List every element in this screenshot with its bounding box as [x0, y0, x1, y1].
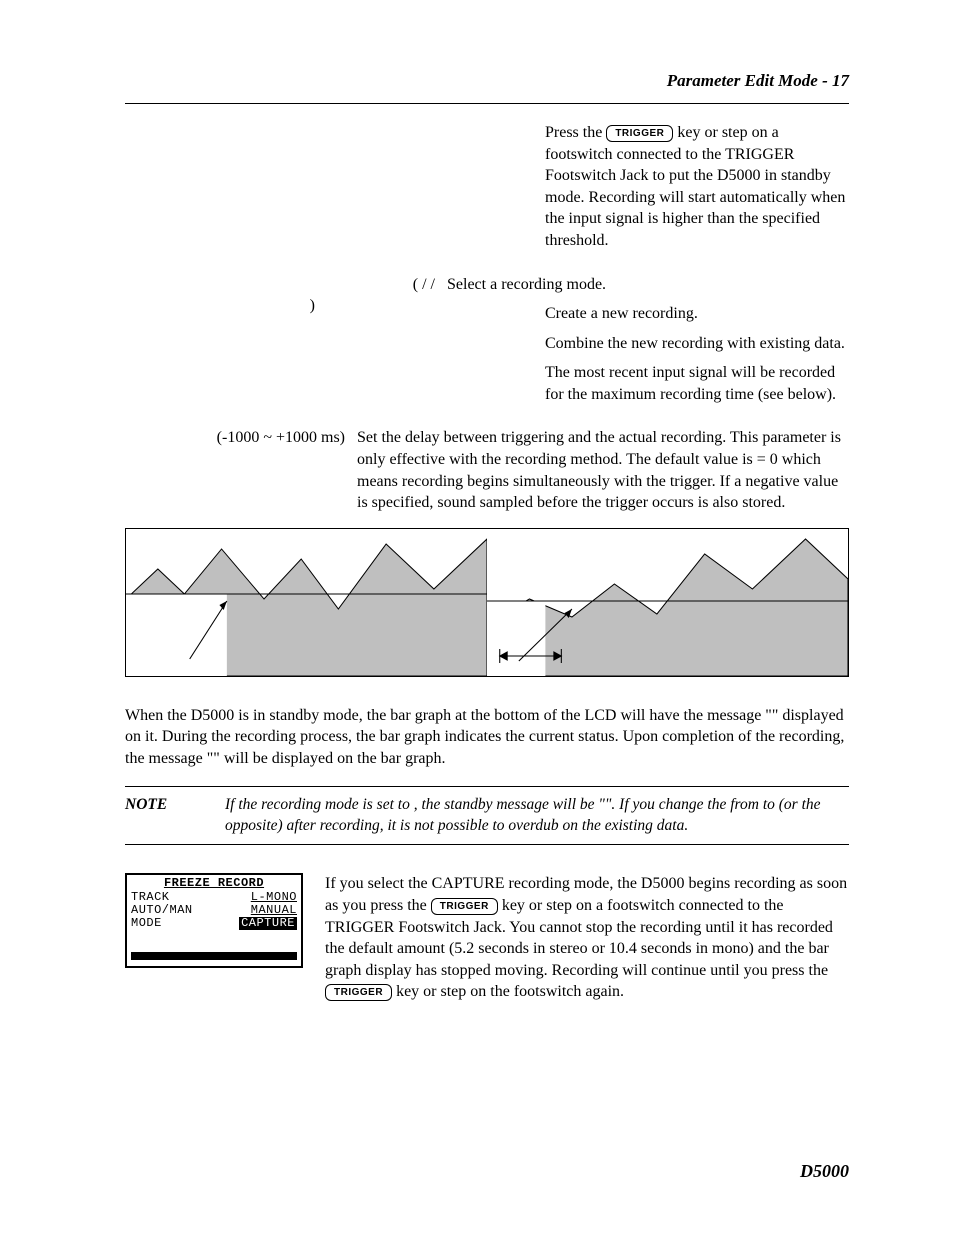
- mode-capture: The most recent input signal will be rec…: [545, 362, 849, 405]
- pretrig-label: (-1000 ~ +1000 ms): [125, 427, 357, 513]
- trigger-key: TRIGGER: [606, 125, 673, 142]
- trigger-key: TRIGGER: [325, 984, 392, 1001]
- mode-overdub: Combine the new recording with existing …: [545, 333, 849, 355]
- pretrig-description: Set the delay between triggering and the…: [357, 427, 849, 513]
- diagram-left: [126, 529, 487, 676]
- trigger-key: TRIGGER: [431, 898, 498, 915]
- lcd-title: FREEZE RECORD: [131, 877, 297, 890]
- page-header: Parameter Edit Mode - 17: [125, 70, 849, 93]
- capture-paragraph: If you select the CAPTURE recording mode…: [325, 873, 849, 1003]
- pretrig-diagram: [125, 528, 849, 677]
- mode-label: ( / / ): [125, 274, 447, 414]
- auto-description: Press the TRIGGER key or step on a foots…: [545, 122, 849, 252]
- lcd-display: FREEZE RECORD TRACKL-MONO AUTO/MANMANUAL…: [125, 873, 303, 968]
- page-footer: D5000: [800, 1159, 849, 1183]
- lcd-l1l: TRACK: [131, 891, 170, 904]
- lcd-l3r: CAPTURE: [239, 917, 297, 930]
- note-rule-top: [125, 786, 849, 787]
- diagram-right: [487, 529, 848, 676]
- standby-paragraph: When the D5000 is in standby mode, the b…: [125, 705, 849, 770]
- note-block: NOTE If the recording mode is set to , t…: [125, 795, 849, 837]
- lcd-l1r: L-MONO: [251, 891, 297, 904]
- header-rule: [125, 103, 849, 104]
- lcd-l3l: MODE: [131, 917, 162, 930]
- lcd-bargraph: [131, 952, 297, 960]
- note-rule-bottom: [125, 844, 849, 845]
- mode-intro: Select a recording mode.: [447, 274, 849, 296]
- mode-new: Create a new recording.: [545, 303, 849, 325]
